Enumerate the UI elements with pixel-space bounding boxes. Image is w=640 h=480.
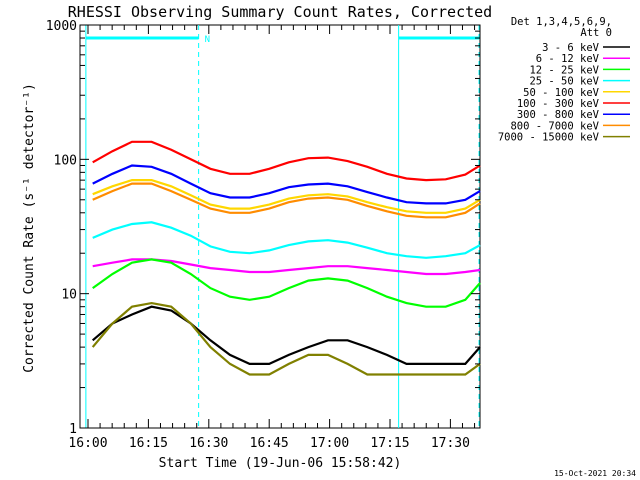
chart-title: RHESSI Observing Summary Count Rates, Co… xyxy=(68,3,492,21)
y-tick-label: 1000 xyxy=(46,19,77,34)
series-line-0 xyxy=(91,305,481,365)
legend-label: 100 - 300 keV xyxy=(517,98,600,110)
x-tick-label: 17:30 xyxy=(431,436,470,451)
legend-label: 25 - 50 keV xyxy=(529,76,599,88)
legend-label: 300 - 800 keV xyxy=(517,109,600,121)
series-line-6 xyxy=(92,164,481,205)
x-tick-label: 16:15 xyxy=(129,436,168,451)
flag-label: N xyxy=(205,35,210,45)
x-tick-label: 17:00 xyxy=(310,436,349,451)
y-tick-label: 1 xyxy=(69,422,77,437)
date-stamp: 15-Oct-2021 20:34 xyxy=(554,469,636,478)
series-line-3 xyxy=(92,221,481,259)
legend-header: Det 1,3,4,5,6,9, xyxy=(511,16,612,28)
series-line-8 xyxy=(91,301,481,376)
y-tick-label: 10 xyxy=(61,288,77,303)
legend-label: 7000 - 15000 keV xyxy=(498,132,600,144)
series-line-5 xyxy=(92,140,481,182)
legend-label: 50 - 100 keV xyxy=(523,87,600,99)
x-tick-label: 16:30 xyxy=(189,436,228,451)
legend-label: 12 - 25 keV xyxy=(529,64,599,76)
series-line-4 xyxy=(92,179,481,214)
plot-frame xyxy=(79,24,481,429)
legend-label: 3 - 6 keV xyxy=(542,42,600,54)
series-line-2 xyxy=(92,258,481,308)
y-tick-label: 100 xyxy=(54,153,77,168)
y-axis: 1 10 100 1000 xyxy=(46,19,480,437)
series-line-1 xyxy=(92,258,481,276)
x-tick-label: 16:00 xyxy=(68,436,107,451)
legend-label: 6 - 12 keV xyxy=(536,53,600,65)
legend-label: 800 - 7000 keV xyxy=(510,120,599,132)
x-tick-label: 16:45 xyxy=(250,436,289,451)
x-tick-label: 17:15 xyxy=(370,436,409,451)
series-line-7 xyxy=(92,182,481,219)
x-axis-title: Start Time (19-Jun-06 15:58:42) xyxy=(159,456,402,471)
plot-area: N xyxy=(79,24,481,429)
y-axis-title: Corrected Count Rate (s⁻¹ detector⁻¹) xyxy=(22,83,37,373)
legend-header: Att 0 xyxy=(580,27,612,39)
x-axis: 16:00 16:15 16:30 16:45 17:00 17:15 17:30 xyxy=(68,25,476,451)
